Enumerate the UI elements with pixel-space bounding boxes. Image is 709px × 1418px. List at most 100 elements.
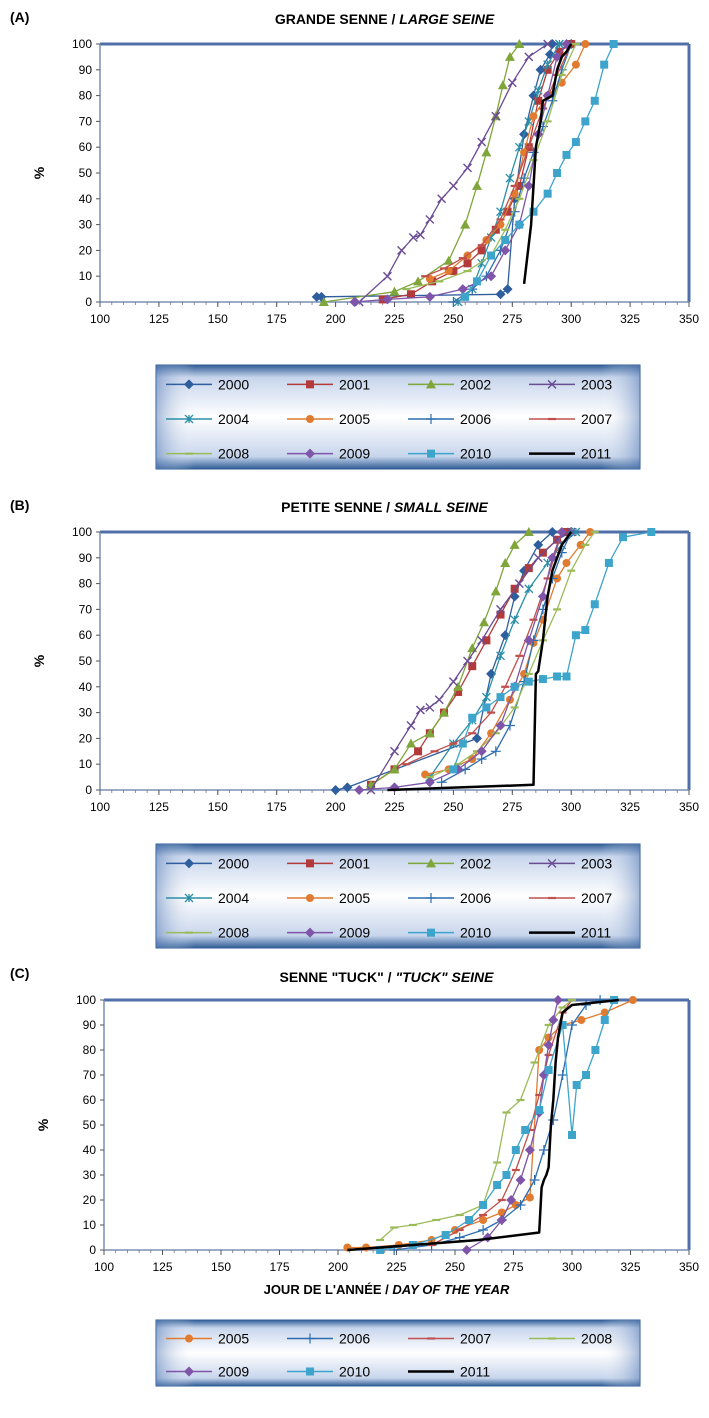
point-2010: [521, 1126, 530, 1134]
x-tick-label: 225: [384, 800, 404, 814]
point-2004: [510, 615, 520, 625]
point-2006: [557, 1070, 568, 1080]
legend-label: 2008: [218, 446, 249, 462]
point-2003: [514, 579, 524, 589]
point-2002: [453, 681, 464, 691]
legend-label: 2008: [218, 925, 249, 941]
legend-item-2002: 2002: [408, 376, 491, 392]
legend-label: 2000: [218, 376, 249, 392]
legend-marker-2003: [547, 379, 557, 389]
point-2009: [552, 995, 563, 1005]
point-2010: [558, 1021, 567, 1029]
point-2003: [463, 163, 473, 173]
x-axis-label-fr: JOUR DE L'ANNÉE /: [264, 1282, 393, 1297]
point-2002: [490, 586, 501, 596]
chart-title-fr: SENNE "TUCK" /: [279, 969, 395, 985]
x-tick-label: 200: [326, 312, 346, 326]
series-group: [330, 527, 656, 795]
point-2009: [349, 297, 360, 307]
y-tick-label: 10: [79, 757, 93, 771]
x-tick-label: 250: [443, 312, 463, 326]
y-tick-label: 90: [79, 63, 93, 77]
x-tick-label: 225: [386, 1260, 406, 1274]
point-2010: [647, 528, 656, 536]
x-tick-label: 300: [562, 1260, 582, 1274]
y-tick-label: 40: [83, 1143, 97, 1157]
point-2010: [468, 713, 477, 722]
legend-label: 2005: [339, 890, 370, 906]
y-tick-label: 30: [79, 218, 93, 232]
point-2004: [505, 173, 515, 183]
series-line-2002: [370, 531, 530, 786]
x-tick-label: 325: [620, 800, 640, 814]
legend-marker-2006: [305, 1333, 315, 1344]
x-tick-label: 275: [502, 800, 522, 814]
plot-area: [104, 1000, 689, 1250]
legend-label: 2010: [339, 1364, 370, 1380]
legend-label: 2003: [581, 376, 612, 392]
legend-label: 2007: [581, 411, 612, 427]
y-tick-label: 40: [79, 680, 93, 694]
point-2010: [609, 40, 618, 48]
point-2009: [556, 527, 567, 537]
point-2009: [515, 1175, 526, 1185]
point-2010: [501, 236, 510, 245]
point-2002: [523, 527, 534, 536]
x-tick-label: 275: [502, 312, 522, 326]
point-2003: [496, 604, 506, 614]
chart-title-en: LARGE SEINE: [399, 11, 495, 27]
point-2005: [479, 1216, 488, 1224]
legend-label: 2009: [339, 925, 370, 941]
legend-label: 2008: [581, 1331, 612, 1347]
chart-title: GRANDE SENNE / LARGE SEINE: [275, 11, 495, 27]
legend-marker-2009: [305, 927, 315, 938]
legend-shade: [156, 365, 640, 469]
point-2010: [571, 138, 580, 147]
point-2001: [496, 610, 505, 619]
y-tick-label: 90: [79, 551, 93, 565]
legend-item-2008: 2008: [529, 1331, 612, 1347]
chart-panel-1: (B) PETITE SENNE / SMALL SEINE 0 10 20 30 40 50…: [10, 497, 699, 949]
x-tick-label: 175: [267, 800, 287, 814]
point-2003: [524, 52, 534, 62]
point-2004: [481, 692, 491, 702]
legend-label: 2011: [581, 925, 611, 941]
legend-item-2004: 2004: [166, 411, 249, 427]
legend-marker-2009: [184, 1366, 194, 1377]
legend-item-2005: 2005: [287, 411, 370, 427]
point-2003: [425, 702, 435, 712]
point-2005: [496, 220, 505, 229]
x-tick-label: 325: [620, 312, 640, 326]
point-2001: [515, 181, 524, 190]
point-2010: [543, 189, 552, 198]
point-2010: [619, 533, 628, 542]
chart-title-en: "TUCK" SEINE: [395, 969, 494, 985]
legend-label: 2002: [460, 855, 491, 871]
point-2001: [477, 246, 486, 255]
point-2010: [591, 1046, 600, 1054]
legend-item-2001: 2001: [287, 855, 370, 871]
point-2006: [448, 297, 459, 307]
point-2006: [548, 1115, 559, 1125]
point-2001: [510, 584, 519, 593]
legend-marker-2010: [427, 449, 435, 458]
point-2000: [502, 284, 513, 295]
legend-item-2009: 2009: [287, 925, 370, 941]
point-2002: [318, 297, 329, 306]
y-tick-label: 100: [76, 993, 96, 1007]
legend-marker-2003: [547, 858, 557, 868]
chart-panel-2: (C) SENNE "TUCK" / "TUCK" SEINE 0 10 20 30 40 5…: [10, 965, 699, 1387]
legend-item-2011: 2011: [529, 446, 611, 462]
point-2010: [441, 1231, 450, 1239]
point-2009: [495, 720, 506, 731]
legend-marker-2002: [426, 379, 436, 389]
point-2010: [571, 631, 580, 640]
legend-label: 2001: [339, 855, 370, 871]
point-2009: [548, 1015, 559, 1025]
point-2001: [468, 662, 477, 671]
legend-item-2001: 2001: [287, 376, 370, 392]
point-2010: [582, 1071, 591, 1079]
y-tick-label: 80: [83, 1043, 97, 1057]
point-2003: [408, 233, 418, 242]
x-tick-label: 350: [679, 312, 699, 326]
